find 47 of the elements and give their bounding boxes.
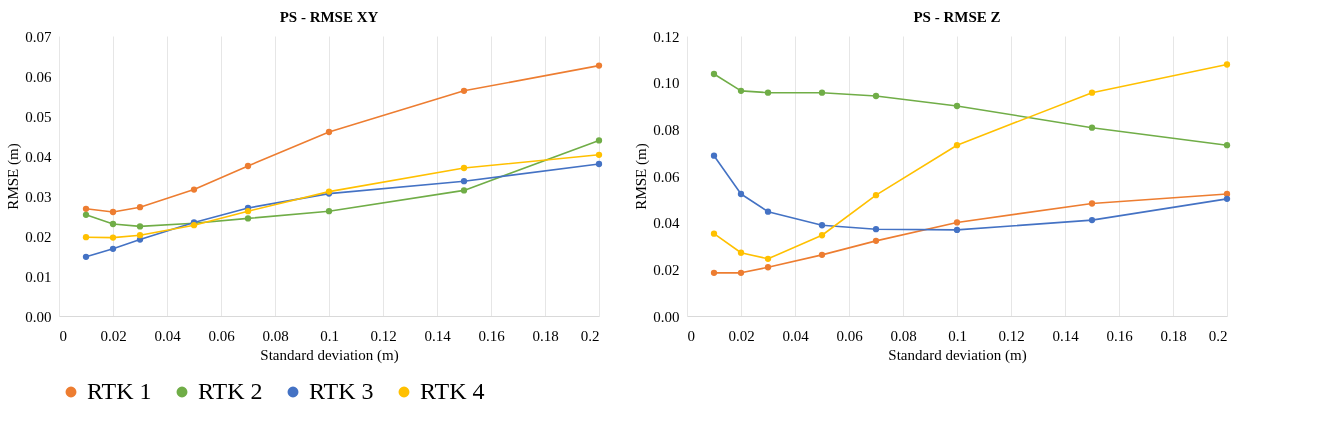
legend-label: RTK 2 (198, 378, 263, 404)
x-tick-label: 0.02 (728, 327, 755, 344)
x-tick-label: 0.02 (100, 327, 127, 344)
x-axis-title: Standard deviation (m) (888, 346, 1027, 364)
chart-title: PS - RMSE XY (279, 9, 379, 25)
x-tick-label: 0.14 (1052, 327, 1080, 344)
x-tick-label: 0.04 (782, 327, 810, 344)
x-tick-label: 0.18 (532, 327, 559, 344)
x-tick-label: 0.1 (320, 327, 339, 344)
x-tick-label: 0.12 (998, 327, 1025, 344)
x-tick-label: 0.06 (208, 327, 236, 344)
y-tick-label: 0.05 (25, 108, 52, 125)
y-tick-label: 0.06 (653, 168, 680, 185)
y-tick-label: 0.07 (25, 28, 52, 45)
x-tick-label: 0.16 (478, 327, 506, 344)
x-tick-label: 0.14 (424, 327, 452, 344)
chart-title: PS - RMSE Z (913, 9, 1001, 25)
y-axis-title: RMSE (m) (633, 143, 651, 210)
y-tick-label: 0.10 (653, 75, 680, 92)
y-tick-label: 0.02 (25, 228, 52, 245)
legend-label: RTK 4 (420, 378, 485, 404)
y-tick-label: 0.06 (25, 68, 52, 85)
x-tick-label: 0.08 (890, 327, 917, 344)
x-tick-label: 0.2 (1208, 327, 1228, 344)
y-tick-label: 0.03 (25, 188, 52, 205)
y-tick-label: 0.08 (653, 121, 680, 138)
y-tick-label: 0.00 (25, 308, 52, 325)
x-tick-label: 0.1 (948, 327, 967, 344)
legend-label: RTK 1 (87, 378, 152, 404)
x-tick-label: 0 (687, 327, 695, 344)
y-axis-title: RMSE (m) (5, 143, 23, 210)
y-tick-label: 0.12 (653, 28, 680, 45)
x-tick-label: 0.2 (580, 327, 600, 344)
y-tick-label: 0.04 (653, 215, 680, 232)
legend-label: RTK 3 (309, 378, 374, 404)
x-tick-label: 0.04 (154, 327, 182, 344)
x-tick-label: 0.18 (1160, 327, 1187, 344)
x-tick-label: 0.12 (370, 327, 397, 344)
y-tick-label: 0.01 (25, 268, 52, 285)
x-tick-label: 0.08 (262, 327, 289, 344)
y-tick-label: 0.04 (25, 148, 52, 165)
x-tick-label: 0.16 (1106, 327, 1134, 344)
x-axis-title: Standard deviation (m) (260, 346, 399, 364)
y-tick-label: 0.00 (653, 308, 680, 325)
y-tick-label: 0.02 (653, 261, 680, 278)
x-tick-label: 0.06 (836, 327, 864, 344)
x-tick-label: 0 (59, 327, 67, 344)
